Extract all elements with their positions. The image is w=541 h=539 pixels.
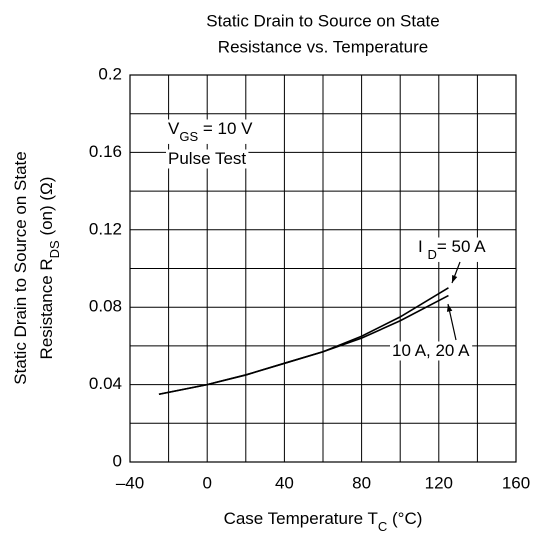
annotation: VGS = 10 V	[168, 119, 253, 143]
y-tick-label: 0.12	[89, 219, 122, 238]
y-axis-label-part: DS	[47, 240, 62, 258]
y-axis-label-part: Static Drain to Source on State	[11, 151, 30, 384]
series-line	[158, 294, 449, 396]
chart-title: Resistance vs. Temperature	[218, 37, 428, 56]
x-tick-label: –40	[116, 473, 144, 492]
x-tick-label: 80	[352, 473, 371, 492]
x-tick-label: 160	[502, 473, 530, 492]
series-label-bg	[416, 237, 489, 262]
x-axis-label-part: Case Temperature T	[224, 509, 378, 528]
annotation-part: V	[168, 119, 180, 138]
x-axis-label-part: C	[378, 519, 387, 534]
annotation-part: GS	[179, 129, 198, 144]
y-tick-label: 0.2	[98, 64, 122, 83]
series-label: I D= 50 A	[418, 237, 486, 261]
y-tick-label: 0	[113, 451, 122, 470]
series-label-part: 10 A, 20 A	[392, 341, 470, 360]
chart-title: Static Drain to Source on State	[206, 11, 439, 30]
annotation-bg	[166, 149, 249, 169]
series-label-part: I	[418, 237, 427, 256]
y-tick-label: 0.08	[89, 297, 122, 316]
x-axis-label-part: (°C)	[387, 509, 422, 528]
x-tick-label: 40	[275, 473, 294, 492]
annotation: Pulse Test	[168, 149, 246, 168]
series-label-bg	[390, 341, 473, 361]
series-label-part: = 50 A	[437, 237, 486, 256]
series-label-part: D	[427, 247, 436, 262]
y-axis-label-part: Resistance R	[37, 258, 56, 359]
x-axis-label: Case Temperature TC (°C)	[224, 509, 423, 533]
x-tick-label: 120	[425, 473, 453, 492]
x-tick-label: 0	[202, 473, 211, 492]
y-tick-label: 0.04	[89, 374, 122, 393]
y-tick-label: 0.16	[89, 142, 122, 161]
y-axis-label: Resistance RDS (on) (Ω)	[37, 177, 61, 360]
annotation-part: Pulse Test	[168, 149, 246, 168]
y-axis-label: Static Drain to Source on State	[11, 151, 30, 384]
y-axis-label-part: (on) (Ω)	[37, 177, 56, 241]
leader-arrow	[452, 275, 458, 283]
annotation-part: = 10 V	[198, 119, 253, 138]
series-label: 10 A, 20 A	[392, 341, 470, 360]
annotation-bg	[166, 119, 256, 144]
leader-arrow	[446, 304, 453, 312]
